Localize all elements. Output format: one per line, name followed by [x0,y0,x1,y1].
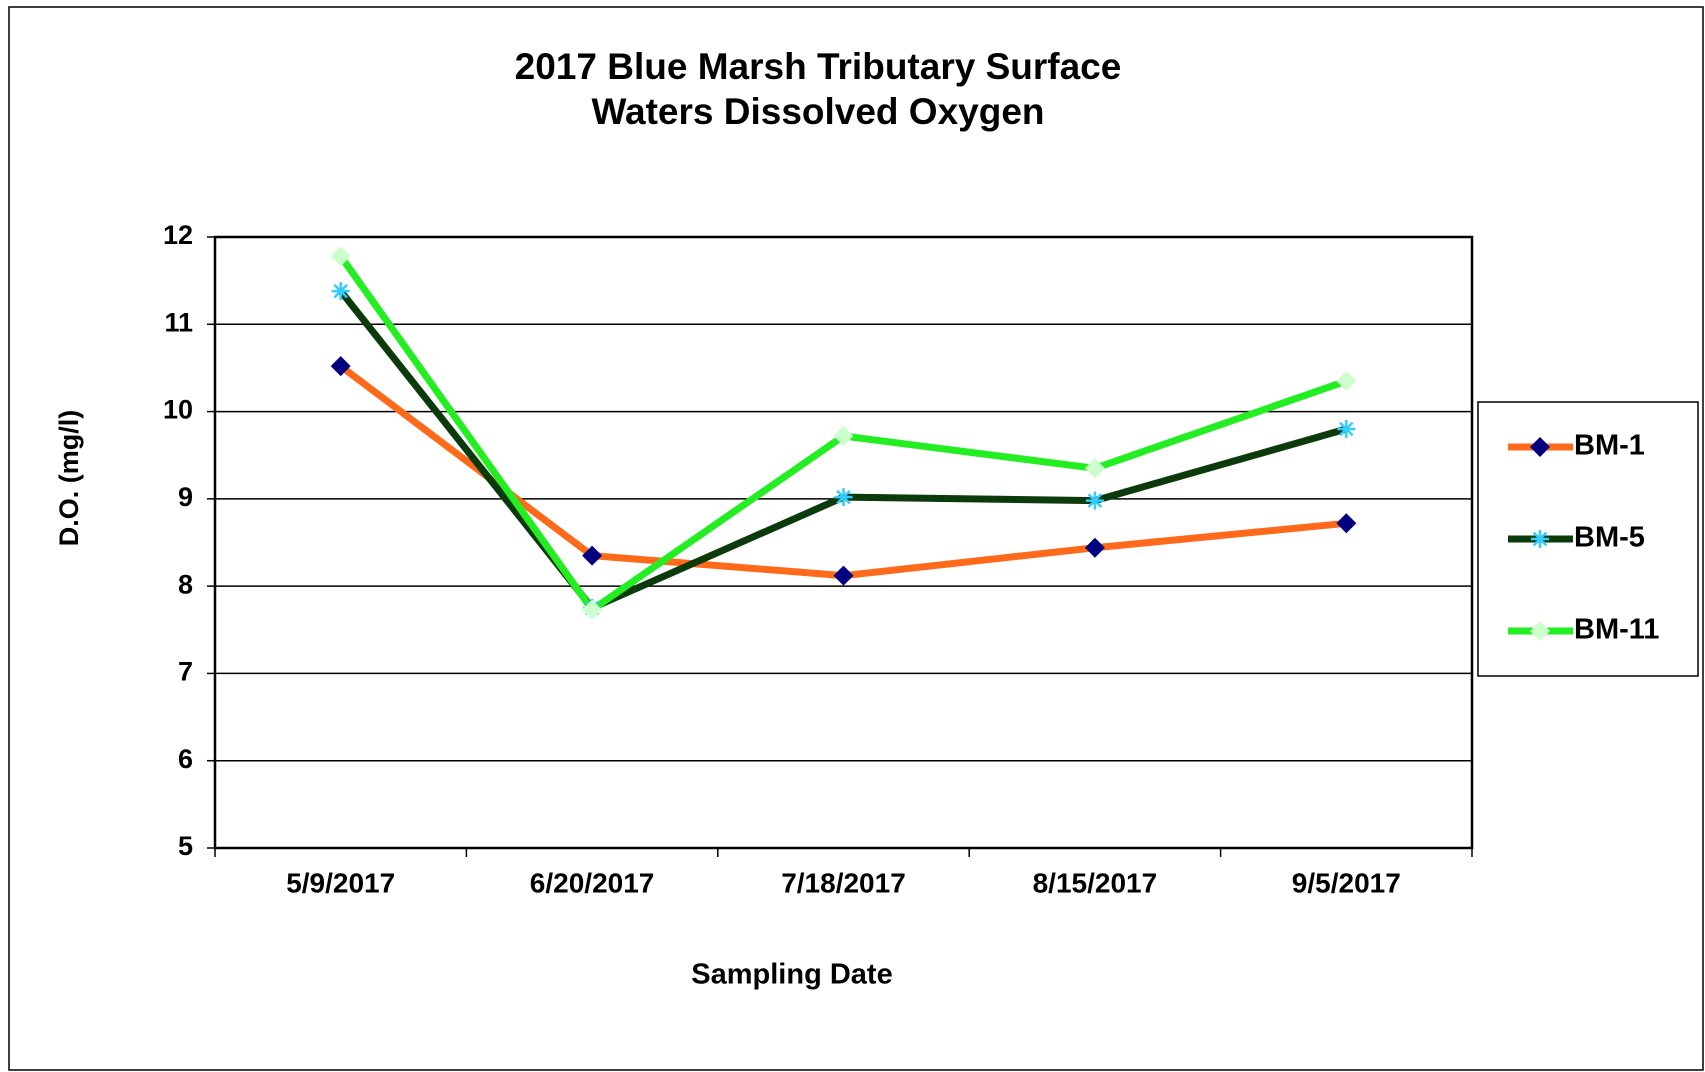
data-point [1084,458,1105,479]
y-tick-label: 5 [178,831,193,861]
x-tick-label: 5/9/2017 [286,867,395,898]
legend-label: BM-5 [1574,522,1645,554]
x-tick-label: 9/5/2017 [1292,867,1401,898]
y-tick-label: 10 [163,395,193,425]
data-point [833,426,854,447]
x-axis-title: Sampling Date [691,959,892,991]
plot-area [213,235,1474,850]
chart-border [8,6,1704,1071]
legend-marker [1531,530,1549,548]
legend-marker [1530,437,1550,457]
data-point [1337,420,1356,439]
data-point [582,545,603,566]
data-point [833,565,854,586]
y-tick-label: 7 [178,657,193,687]
data-point [1336,371,1357,392]
legend-marker [1530,621,1550,641]
data-point [331,282,350,301]
x-tick-label: 6/20/2017 [530,867,655,898]
data-point [1336,513,1357,534]
legend-label: BM-11 [1574,614,1659,646]
x-tick-label: 8/15/2017 [1033,867,1158,898]
series-line [337,288,1348,612]
data-point [1085,491,1104,510]
y-axis-title: D.O. (mg/l) [54,410,84,547]
data-point [582,599,603,620]
data-point [330,356,351,377]
x-tick-label: 7/18/2017 [781,867,906,898]
y-tick-label: 9 [178,482,193,512]
legend-label: BM-1 [1574,430,1645,462]
chart-title: 2017 Blue Marsh Tributary Surface Waters… [514,46,1122,132]
data-point [330,246,351,267]
y-tick-label: 11 [164,307,193,337]
y-tick-label: 6 [178,744,193,774]
data-point [1084,537,1105,558]
y-tick-label: 8 [178,569,193,599]
y-tick-label: 12 [163,220,193,250]
data-point [834,488,853,507]
